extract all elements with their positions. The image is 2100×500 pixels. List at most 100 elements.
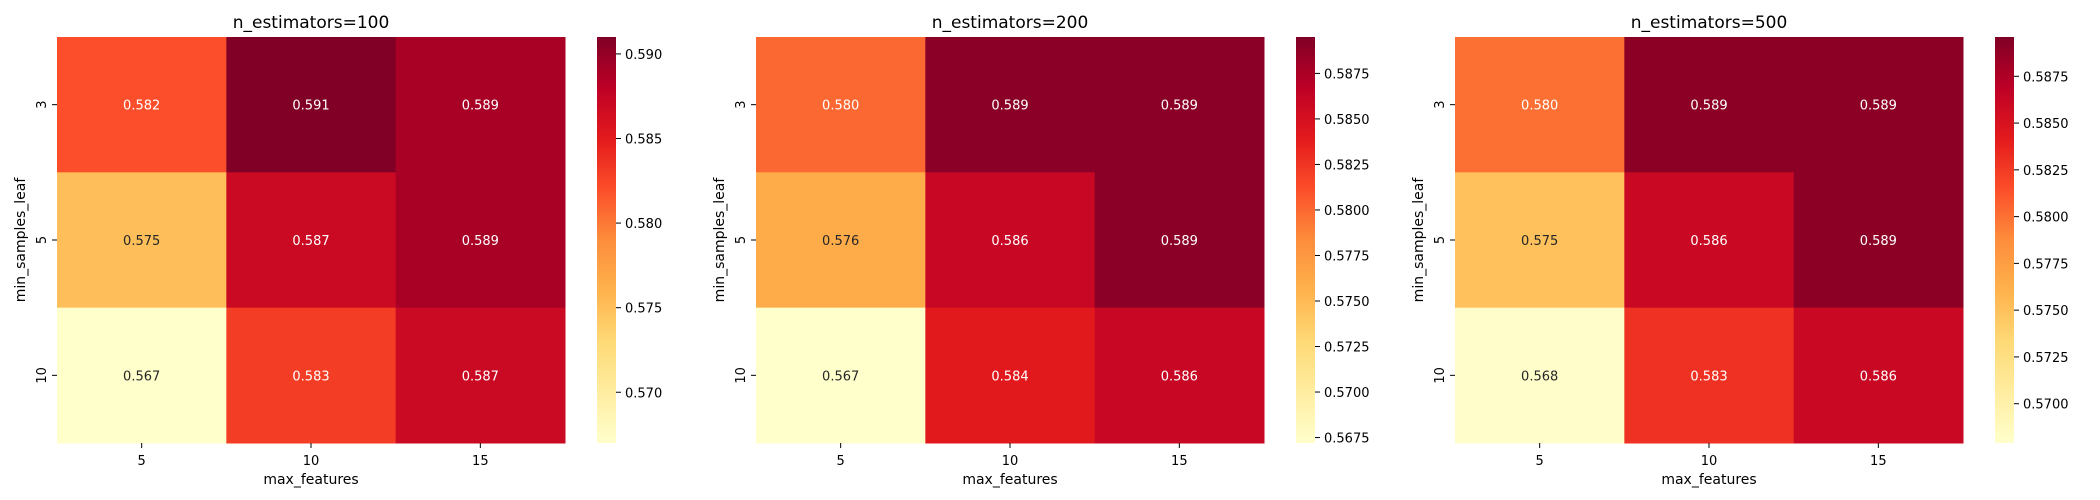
heatmap-cell xyxy=(226,307,397,444)
heatmap-cell xyxy=(226,172,397,309)
x-tick-label: 10 xyxy=(303,454,320,469)
y-tick-label: 3 xyxy=(1433,101,1448,109)
cell-value-label: 0.568 xyxy=(1521,369,1558,384)
heatmap-cell xyxy=(1793,307,1964,444)
colorbar-tick-label: 0.5750 xyxy=(1324,295,1370,310)
heatmap-panel-2: 0.580 0.589 0.589 0.576 0.586 0.589 0.567 0.584… xyxy=(712,13,1370,488)
heatmap-cell xyxy=(1094,37,1265,173)
cell-value-label: 0.583 xyxy=(1690,369,1727,384)
heatmap-cell xyxy=(756,37,926,173)
heatmap-cell xyxy=(925,172,1096,309)
x-tick-label: 10 xyxy=(1701,454,1718,469)
colorbar-tick-label: 0.5750 xyxy=(2023,304,2069,319)
colorbar-tick-label: 0.5875 xyxy=(2023,70,2069,85)
colorbar-tick-label: 0.5825 xyxy=(1324,158,1370,173)
cell-value-label: 0.580 xyxy=(1521,99,1558,114)
heatmap-cell xyxy=(57,307,227,444)
colorbar-tick-label: 0.5725 xyxy=(1324,341,1370,356)
x-tick-label: 5 xyxy=(837,454,845,469)
y-axis-label: min_samples_leaf xyxy=(13,177,29,303)
x-tick-label: 15 xyxy=(1171,454,1188,469)
heatmap-cell xyxy=(395,37,566,173)
cell-value-label: 0.586 xyxy=(1161,369,1198,384)
heatmap-cell xyxy=(925,37,1096,173)
colorbar-tick-label: 0.5700 xyxy=(2023,398,2069,413)
colorbar-tick-label: 0.5700 xyxy=(1324,386,1370,401)
cell-value-label: 0.583 xyxy=(292,369,329,384)
colorbar-tick-label: 0.5675 xyxy=(1324,432,1370,447)
cell-value-label: 0.587 xyxy=(462,369,499,384)
heatmap-cell xyxy=(1094,307,1265,444)
heatmap-cell xyxy=(1793,37,1964,173)
x-tick-label: 15 xyxy=(1870,454,1887,469)
y-tick-label: 5 xyxy=(1433,236,1448,244)
heatmap-cell xyxy=(57,37,227,173)
heatmap-cell xyxy=(1624,37,1795,173)
cell-value-label: 0.589 xyxy=(1860,234,1897,249)
cell-value-label: 0.584 xyxy=(991,369,1028,384)
cell-value-label: 0.582 xyxy=(123,99,160,114)
cell-value-label: 0.586 xyxy=(991,234,1028,249)
cell-value-label: 0.587 xyxy=(292,234,329,249)
colorbar-tick-label: 0.570 xyxy=(625,386,662,401)
colorbar-tick-label: 0.5725 xyxy=(2023,351,2069,366)
heatmap-cell xyxy=(395,307,566,444)
cell-value-label: 0.580 xyxy=(822,99,859,114)
y-tick-label: 3 xyxy=(734,101,749,109)
cell-value-label: 0.575 xyxy=(123,234,160,249)
cell-value-label: 0.589 xyxy=(1690,99,1727,114)
heatmap-cell xyxy=(1455,307,1625,444)
y-tick-label: 10 xyxy=(1433,367,1448,384)
colorbar-tick-label: 0.585 xyxy=(625,133,662,148)
colorbar-tick-label: 0.575 xyxy=(625,302,662,317)
y-tick-label: 5 xyxy=(35,236,50,244)
cell-value-label: 0.589 xyxy=(462,99,499,114)
heatmap-cell xyxy=(1624,172,1795,309)
y-tick-label: 3 xyxy=(35,101,50,109)
cell-value-label: 0.589 xyxy=(462,234,499,249)
colorbar xyxy=(1296,37,1315,443)
y-tick-label: 5 xyxy=(734,236,749,244)
heatmap-cell xyxy=(756,307,926,444)
cell-value-label: 0.591 xyxy=(292,99,329,114)
x-axis-label: max_features xyxy=(263,472,358,488)
cell-value-label: 0.567 xyxy=(123,369,160,384)
colorbar xyxy=(1995,37,2014,443)
heatmap-cell xyxy=(1455,37,1625,173)
colorbar-tick-label: 0.5800 xyxy=(2023,211,2069,226)
heatmap-cell xyxy=(395,172,566,309)
heatmap-cell xyxy=(1455,172,1625,309)
colorbar-tick-label: 0.580 xyxy=(625,217,662,232)
cell-value-label: 0.586 xyxy=(1690,234,1727,249)
x-tick-label: 5 xyxy=(138,454,146,469)
heatmap-cell xyxy=(226,37,397,173)
colorbar-tick-label: 0.5775 xyxy=(1324,249,1370,264)
cell-value-label: 0.567 xyxy=(822,369,859,384)
chart-title: n_estimators=500 xyxy=(1631,13,1788,33)
colorbar-tick-label: 0.5825 xyxy=(2023,164,2069,179)
cell-value-label: 0.589 xyxy=(1161,99,1198,114)
y-tick-label: 10 xyxy=(734,367,749,384)
x-axis-label: max_features xyxy=(962,472,1057,488)
x-tick-label: 5 xyxy=(1536,454,1544,469)
y-axis-label: min_samples_leaf xyxy=(712,177,728,303)
chart-title: n_estimators=100 xyxy=(233,13,390,33)
colorbar-tick-label: 0.5850 xyxy=(2023,117,2069,132)
heatmap-cell xyxy=(57,172,227,309)
cell-value-label: 0.589 xyxy=(1860,99,1897,114)
cell-value-label: 0.586 xyxy=(1860,369,1897,384)
colorbar-tick-label: 0.5850 xyxy=(1324,113,1370,128)
colorbar xyxy=(597,37,616,443)
y-axis-label: min_samples_leaf xyxy=(1411,177,1427,303)
y-tick-label: 10 xyxy=(35,367,50,384)
heatmap-cell xyxy=(925,307,1096,444)
heatmap-panel-3: 0.580 0.589 0.589 0.575 0.586 0.589 0.568 0.583… xyxy=(1411,13,2069,488)
heatmap-cell xyxy=(1624,307,1795,444)
heatmap-cell xyxy=(1793,172,1964,309)
cell-value-label: 0.589 xyxy=(991,99,1028,114)
cell-value-label: 0.575 xyxy=(1521,234,1558,249)
colorbar-tick-label: 0.590 xyxy=(625,48,662,63)
x-tick-label: 10 xyxy=(1002,454,1019,469)
heatmap-panel-1: 0.582 0.591 0.589 0.575 0.587 0.589 0.567 0.583… xyxy=(13,13,662,488)
